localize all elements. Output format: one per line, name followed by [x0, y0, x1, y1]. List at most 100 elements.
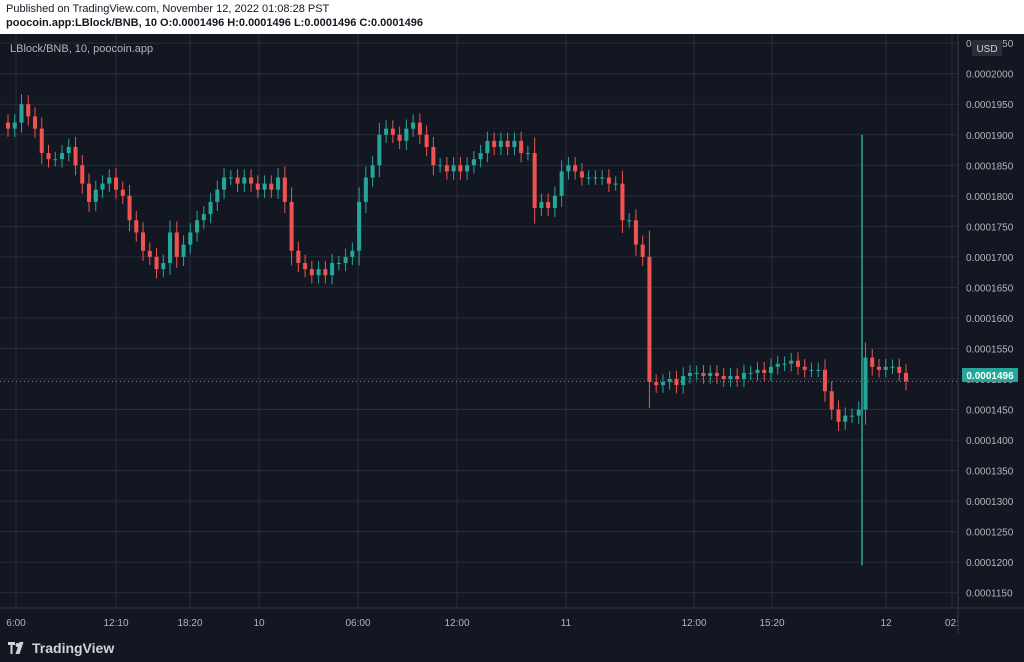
candle-body: [897, 366, 902, 373]
candle-body: [228, 177, 233, 179]
candle-body: [809, 369, 814, 371]
candle-body: [505, 140, 510, 147]
x-tick-label: 12: [880, 618, 892, 629]
candle-body: [161, 262, 166, 270]
brand-label: TradingView: [32, 640, 115, 656]
y-tick-label: 0.0001750: [966, 222, 1014, 233]
candle-body: [282, 177, 287, 202]
candle-body: [80, 165, 85, 184]
candle-body: [843, 415, 848, 422]
candle-body: [424, 134, 429, 147]
candle-body: [687, 372, 692, 376]
candle-body: [336, 262, 341, 264]
candle-body: [593, 177, 598, 179]
tradingview-logo[interactable]: TradingView: [8, 640, 114, 656]
candle-body: [114, 177, 119, 190]
footer-bar: TradingView: [0, 634, 1024, 662]
candle-body: [586, 177, 591, 179]
x-tick-label: 15:20: [759, 618, 784, 629]
candle-body: [168, 232, 173, 263]
ohlc-readout: poocoin.app:LBlock/BNB, 10 O:0.0001496 H…: [6, 17, 423, 29]
candle-body: [46, 153, 51, 160]
candle-body: [640, 244, 645, 257]
candle-body: [296, 250, 301, 263]
candle-body: [174, 232, 179, 257]
candle-series[interactable]: [5, 94, 909, 566]
candle-body: [870, 357, 875, 367]
candle-body: [775, 363, 780, 367]
candle-body: [566, 165, 571, 172]
candle-body: [222, 177, 227, 190]
candle-body: [485, 140, 490, 154]
y-tick-label: 0.0001250: [966, 528, 1014, 539]
candle-body: [660, 382, 665, 386]
x-tick-label: 12:00: [444, 618, 469, 629]
candle-body: [66, 146, 71, 154]
candle-body: [141, 232, 146, 251]
candle-body: [782, 363, 787, 365]
candle-body: [471, 159, 476, 166]
candle-body: [181, 244, 186, 257]
currency-badge[interactable]: USD: [972, 40, 1002, 56]
y-tick-label: 0.0001800: [966, 192, 1014, 203]
candle-body: [525, 153, 530, 155]
candle-body: [5, 122, 11, 129]
candle-body: [431, 146, 436, 166]
candle-body: [53, 159, 58, 161]
candle-body: [93, 189, 98, 202]
candle-body: [390, 128, 395, 135]
candle-body: [363, 177, 368, 202]
candle-body: [735, 375, 740, 380]
candle-body: [539, 201, 544, 209]
y-tick-label: 0.0001300: [966, 497, 1014, 508]
candle-body: [458, 165, 463, 172]
candle-body: [903, 372, 909, 382]
candle-body: [701, 372, 706, 376]
y-tick-label: 0.0001650: [966, 283, 1014, 294]
candle-body: [532, 153, 537, 209]
candle-body: [620, 183, 625, 221]
candle-body: [836, 409, 841, 422]
candle-body: [86, 183, 92, 202]
x-tick-label: 10: [253, 618, 265, 629]
candle-body: [262, 183, 267, 190]
candle-body: [154, 256, 159, 270]
x-tick-label: 12:00: [681, 618, 706, 629]
candle-body: [384, 128, 389, 135]
candle-body: [795, 360, 800, 367]
candle-body: [721, 375, 726, 380]
candle-body: [100, 183, 105, 190]
candle-body: [627, 220, 632, 222]
candle-body: [444, 165, 449, 172]
candle-body: [19, 104, 24, 123]
price-chart[interactable]: 0.0001150 0.0001200 0.0001250 0.0001300 0.00…: [0, 34, 1024, 634]
candle-body: [674, 379, 679, 386]
candle-body: [573, 165, 578, 172]
published-caption: Published on TradingView.com, November 1…: [6, 3, 330, 15]
candle-body: [59, 153, 65, 160]
candle-body: [188, 232, 193, 245]
candle-body: [249, 177, 254, 184]
candle-body: [195, 220, 200, 233]
candle-body: [73, 146, 78, 166]
y-tick-label: 0.0001200: [966, 558, 1014, 569]
candle-body: [323, 269, 328, 276]
candle-body: [890, 366, 895, 368]
y-tick-label: 0.0001950: [966, 100, 1014, 111]
candle-body: [883, 366, 888, 370]
candle-body: [411, 122, 416, 129]
candle-body: [762, 369, 767, 373]
candle-body: [728, 375, 733, 380]
candle-body: [856, 409, 861, 416]
candle-body: [498, 140, 503, 147]
y-tick-label: 0.0002000: [966, 70, 1014, 81]
candle-body: [276, 177, 281, 190]
candle-body: [512, 140, 517, 147]
candle-body: [492, 140, 497, 147]
candle-body: [478, 153, 483, 160]
candle-body: [269, 183, 274, 190]
last-price-label: 0.0001496: [966, 371, 1014, 382]
candle-body: [208, 201, 213, 215]
candle-body: [694, 372, 699, 374]
x-tick-label: 12:10: [103, 618, 128, 629]
